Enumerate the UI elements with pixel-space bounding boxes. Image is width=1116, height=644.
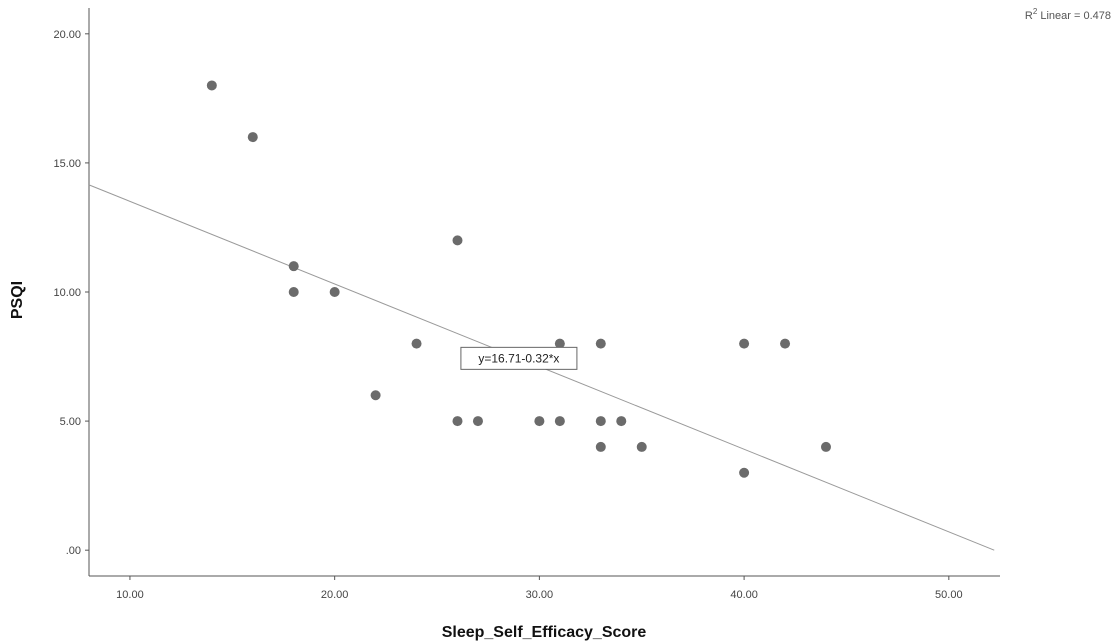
data-point bbox=[595, 416, 606, 427]
data-point bbox=[288, 261, 299, 272]
data-point bbox=[534, 416, 545, 427]
x-tick-label: 20.00 bbox=[321, 589, 349, 601]
y-tick-label: 10.00 bbox=[53, 287, 81, 299]
r2-superscript: 2 bbox=[1033, 7, 1038, 16]
data-point bbox=[411, 338, 422, 349]
data-point bbox=[554, 416, 565, 427]
y-tick-label: .00 bbox=[66, 545, 81, 557]
data-point bbox=[472, 416, 483, 427]
data-point bbox=[616, 416, 627, 427]
x-tick-label: 40.00 bbox=[730, 589, 758, 601]
fit-equation-box-border bbox=[460, 346, 578, 370]
data-point bbox=[288, 287, 299, 297]
y-axis-title: PSQI bbox=[9, 281, 26, 319]
data-point bbox=[452, 416, 463, 427]
data-point bbox=[329, 287, 340, 297]
x-axis-title: Sleep_Self_Efficacy_Score bbox=[442, 624, 647, 641]
y-ticks: .00 5.00 10.00 15.00 20.00 bbox=[53, 29, 89, 557]
y-tick-label: 5.00 bbox=[60, 416, 81, 428]
x-tick-label: 10.00 bbox=[116, 589, 144, 601]
r2-label: R2 Linear = 0.478 bbox=[1025, 7, 1111, 22]
data-point bbox=[370, 390, 381, 401]
x-tick-label: 30.00 bbox=[526, 589, 554, 601]
r2-prefix: R bbox=[1025, 10, 1033, 22]
data-point bbox=[452, 235, 463, 246]
data-point bbox=[554, 338, 565, 349]
data-point bbox=[780, 338, 791, 349]
y-tick-label: 20.00 bbox=[53, 29, 81, 41]
y-tick-label: 15.00 bbox=[53, 158, 81, 170]
data-point bbox=[820, 441, 831, 452]
x-tick-label: 50.00 bbox=[935, 589, 963, 601]
plot-area: 10.00 20.00 30.00 40.00 50.00 .00 5.00 10.00 15… bbox=[53, 8, 1000, 601]
data-points bbox=[206, 80, 831, 478]
data-point bbox=[636, 441, 647, 452]
data-point bbox=[595, 441, 606, 452]
data-point bbox=[739, 467, 750, 478]
data-point bbox=[206, 80, 217, 91]
fit-equation-label: y=16.71-0.32*x bbox=[478, 351, 559, 365]
x-ticks: 10.00 20.00 30.00 40.00 50.00 bbox=[116, 576, 963, 601]
data-point bbox=[595, 338, 606, 349]
data-point bbox=[247, 132, 258, 143]
fit-equation-box: y=16.71-0.32*x bbox=[460, 346, 578, 370]
r2-suffix: Linear = 0.478 bbox=[1037, 10, 1111, 22]
data-point bbox=[739, 338, 750, 349]
